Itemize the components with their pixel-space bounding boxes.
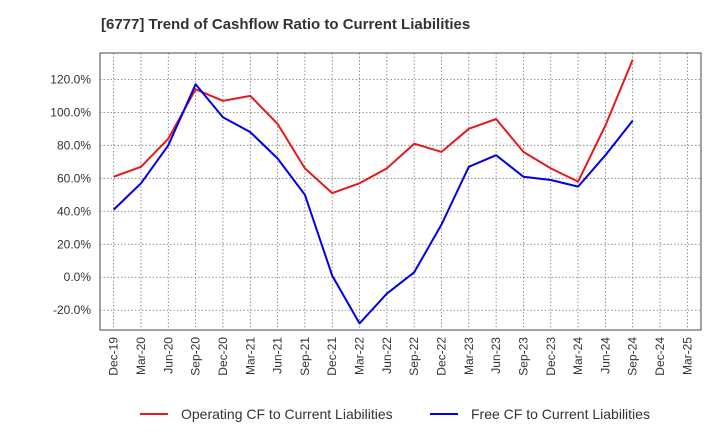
x-tick-label: Dec-22 <box>434 337 448 376</box>
x-tick-label: Sep-22 <box>407 337 421 376</box>
x-tick-label: Dec-24 <box>653 337 667 376</box>
y-tick-label: 40.0% <box>57 204 91 218</box>
y-tick-label: -20.0% <box>53 303 91 317</box>
x-tick-label: Jun-22 <box>380 337 394 374</box>
legend-label: Free CF to Current Liabilities <box>471 406 650 422</box>
x-tick-label: Sep-24 <box>626 337 640 376</box>
x-tick-label: Jun-23 <box>489 337 503 374</box>
y-tick-label: 60.0% <box>57 171 91 185</box>
series-line-2 <box>113 83 634 325</box>
legend: Operating CF to Current Liabilities Free … <box>140 406 650 422</box>
grid <box>100 53 701 330</box>
x-tick-label: Mar-20 <box>134 337 148 375</box>
x-tick-label: Dec-20 <box>216 337 230 376</box>
y-tick-label: 0.0% <box>64 270 92 284</box>
x-axis: Dec-19 Mar-20 Jun-20 Sep-20 Dec-20 Mar-21 Jun-… <box>107 337 695 376</box>
y-tick-label: 100.0% <box>50 105 91 119</box>
series <box>113 59 634 325</box>
y-tick-label: 80.0% <box>57 138 91 152</box>
y-tick-label: 20.0% <box>57 237 91 251</box>
legend-label: Operating CF to Current Liabilities <box>181 406 393 422</box>
x-tick-label: Sep-23 <box>516 337 530 376</box>
x-tick-label: Mar-23 <box>462 337 476 375</box>
y-axis: -20.0% 0.0% 20.0% 40.0% 60.0% 80.0% 100.0% 120.… <box>50 72 91 317</box>
x-tick-label: Jun-20 <box>161 337 175 374</box>
x-tick-label: Dec-19 <box>107 337 121 376</box>
x-tick-label: Mar-21 <box>243 337 257 375</box>
x-tick-label: Mar-22 <box>353 337 367 375</box>
x-tick-label: Mar-25 <box>680 337 694 375</box>
x-tick-label: Jun-21 <box>271 337 285 374</box>
x-tick-label: Sep-20 <box>189 337 203 376</box>
y-tick-label: 120.0% <box>50 72 91 86</box>
x-tick-label: Dec-23 <box>544 337 558 376</box>
plot-area <box>99 52 702 331</box>
chart-title: [6777] Trend of Cashflow Ratio to Curren… <box>101 16 470 33</box>
x-tick-label: Sep-21 <box>298 337 312 376</box>
x-tick-label: Jun-24 <box>598 337 612 374</box>
x-tick-label: Dec-21 <box>325 337 339 376</box>
x-tick-label: Mar-24 <box>571 337 585 375</box>
